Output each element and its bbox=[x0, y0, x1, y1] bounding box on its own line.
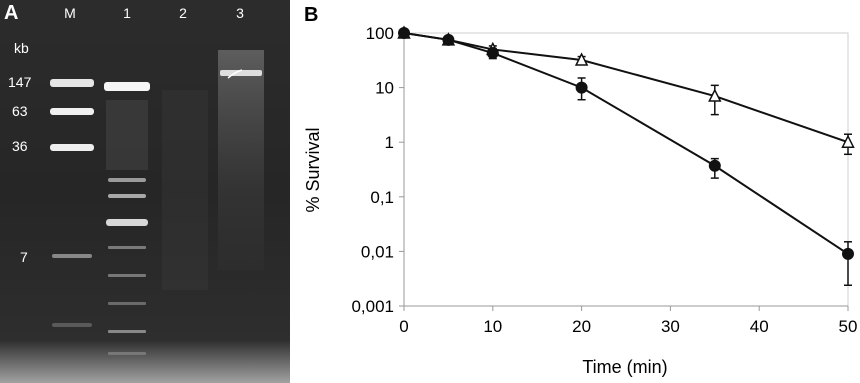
panel-b-letter: B bbox=[304, 4, 318, 26]
x-tick-label: 0 bbox=[399, 317, 408, 336]
marker-label-36: 36 bbox=[12, 138, 28, 154]
y-axis-label: % Survival bbox=[303, 127, 323, 212]
marker-band-63 bbox=[50, 108, 94, 115]
lane3-smear bbox=[218, 50, 264, 270]
lane1-band-a bbox=[108, 178, 146, 182]
y-tick-label: 0,1 bbox=[370, 188, 394, 207]
data-point-circle bbox=[442, 33, 455, 46]
lane-label-3: 3 bbox=[236, 5, 244, 21]
marker-label-147: 147 bbox=[8, 74, 32, 90]
data-point-circle bbox=[398, 27, 410, 39]
data-point-triangle bbox=[841, 134, 855, 148]
lane1-band-f bbox=[108, 302, 146, 305]
marker-band-7 bbox=[52, 254, 92, 258]
lane-label-2: 2 bbox=[179, 5, 187, 21]
lane3-band-top bbox=[220, 70, 262, 76]
marker-band-low bbox=[52, 323, 92, 327]
lane3-artifact bbox=[227, 69, 243, 79]
data-point-circle bbox=[486, 47, 499, 60]
plot-area bbox=[403, 32, 849, 307]
data-point-triangle bbox=[441, 32, 456, 46]
lane1-band-c bbox=[106, 219, 148, 226]
kb-label: kb bbox=[14, 40, 29, 56]
data-point-triangle bbox=[397, 25, 411, 39]
y-tick-label: 0,001 bbox=[351, 297, 394, 316]
lane-m-bands bbox=[50, 79, 94, 327]
lane1-band-e bbox=[108, 274, 146, 277]
data-point-circle bbox=[708, 159, 721, 172]
y-tick-label: 0,01 bbox=[361, 242, 394, 261]
gel-bottom-glow bbox=[0, 340, 290, 383]
series-layer bbox=[397, 25, 855, 286]
lane1-band-b bbox=[108, 194, 146, 198]
lane-label-1: 1 bbox=[123, 5, 131, 21]
lane1-smear bbox=[106, 100, 148, 170]
series-line-triangle bbox=[403, 32, 849, 144]
y-tick-label: 100 bbox=[366, 24, 394, 43]
lane-2-smear bbox=[162, 90, 208, 290]
x-tick-label: 10 bbox=[483, 317, 502, 336]
y-tick-label: 10 bbox=[375, 79, 394, 98]
data-point-triangle bbox=[486, 41, 500, 56]
panel-a-letter: A bbox=[4, 2, 18, 24]
lane-3-bands bbox=[218, 50, 264, 270]
marker-band-147 bbox=[50, 79, 94, 87]
marker-label-7: 7 bbox=[20, 249, 28, 265]
series-line-circle bbox=[403, 32, 849, 255]
data-point-triangle bbox=[708, 88, 722, 102]
marker-label-63: 63 bbox=[12, 103, 28, 119]
lane1-band-h bbox=[108, 352, 146, 355]
x-tick-labels: 0 10 20 30 40 50 bbox=[399, 306, 857, 336]
gel-image: A M 1 2 3 kb 147 63 36 7 bbox=[0, 0, 290, 383]
x-axis-label: Time (min) bbox=[582, 357, 667, 377]
lane-label-m: M bbox=[64, 5, 76, 21]
x-tick-label: 40 bbox=[750, 317, 769, 336]
x-tick-label: 50 bbox=[839, 317, 858, 336]
data-point-triangle bbox=[574, 52, 589, 66]
y-tick-labels: 100 10 1 0,1 0,01 0,001 bbox=[351, 24, 404, 316]
lane1-band-top bbox=[104, 82, 150, 91]
y-tick-label: 1 bbox=[385, 133, 394, 152]
x-tick-label: 20 bbox=[572, 317, 591, 336]
lane1-band-d bbox=[108, 246, 146, 249]
data-point-circle bbox=[842, 247, 854, 260]
data-point-circle bbox=[575, 81, 588, 94]
x-tick-label: 30 bbox=[661, 317, 680, 336]
marker-band-36 bbox=[50, 144, 94, 151]
lane1-band-g bbox=[108, 330, 146, 333]
lane-1-bands bbox=[104, 82, 150, 355]
